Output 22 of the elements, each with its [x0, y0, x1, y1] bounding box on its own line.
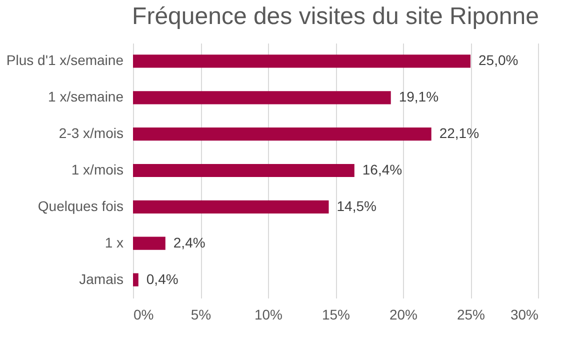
data-label: 14,5% [336, 198, 376, 214]
x-tick-label: 30% [510, 306, 538, 322]
data-label: 0,4% [146, 270, 178, 287]
y-tick-label: 2-3 x/mois [58, 125, 124, 142]
x-tick-label: 25% [456, 306, 486, 322]
data-label: 25,0% [478, 52, 518, 68]
y-tick-label: 1 x [104, 234, 124, 250]
y-tick-label: Quelques fois [38, 198, 124, 214]
y-tick-label: Jamais [79, 270, 124, 287]
x-tick-label: 5% [190, 306, 212, 322]
y-tick-label: Plus d'1 x/semaine [6, 52, 124, 68]
x-tick-label: 15% [322, 306, 350, 322]
data-label: 2,4% [173, 234, 206, 250]
x-tick-label: 20% [389, 306, 418, 322]
data-label: 22,1% [439, 125, 480, 142]
data-label: 16,4% [362, 162, 402, 178]
chart-title: Fréquence des visites du site Riponne [132, 3, 539, 30]
y-tick-label: 1 x/mois [71, 162, 124, 178]
x-tick-label: 10% [254, 306, 283, 322]
y-tick-label: 1 x/semaine [48, 88, 124, 105]
x-tick-label: 0% [134, 306, 154, 322]
data-label: 19,1% [398, 88, 439, 105]
